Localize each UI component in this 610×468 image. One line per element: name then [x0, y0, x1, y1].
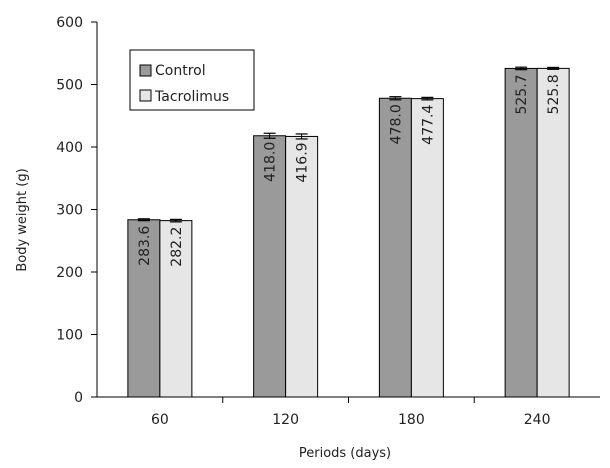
- y-tick-label: 0: [74, 390, 83, 406]
- bar-tacrolimus: [285, 135, 319, 398]
- legend: Control Tacrolimus: [129, 49, 255, 111]
- bar-value-label: 282.2: [169, 227, 185, 267]
- bar-control: [504, 67, 538, 398]
- y-tick-label: 400: [56, 140, 83, 156]
- legend-swatch-tacrolimus: [139, 89, 152, 102]
- axes: 0 100 200 300 400 500 600 60 120 180 240: [56, 15, 600, 428]
- bar-control: [253, 135, 287, 398]
- bar-value-label: 418.0: [263, 142, 279, 182]
- x-axis-title: Periods (days): [299, 446, 391, 461]
- legend-swatch-control: [139, 64, 152, 77]
- y-tick-label: 600: [56, 15, 83, 31]
- x-tick-label: 60: [151, 412, 169, 428]
- bar-value-label: 525.8: [546, 74, 562, 114]
- bars: 283.6 418.0 478.0 525.7 282.2 416.9 477.4 525.8: [127, 66, 570, 398]
- bar-value-label: 525.7: [514, 74, 530, 114]
- bar-tacrolimus: [536, 67, 570, 398]
- x-tick-label: 180: [398, 412, 425, 428]
- y-axis-title: Body weight (g): [15, 168, 30, 271]
- y-tick-label: 200: [56, 265, 83, 281]
- x-tick-label: 120: [272, 412, 299, 428]
- y-tick-label: 300: [56, 203, 83, 219]
- bar-tacrolimus: [159, 220, 193, 398]
- bar-value-label: 283.6: [137, 226, 153, 266]
- bar-value-label: 416.9: [295, 142, 311, 182]
- y-tick-label: 100: [56, 328, 83, 344]
- x-tick-label: 240: [524, 412, 551, 428]
- bar-value-label: 478.0: [388, 104, 404, 144]
- legend-label-tacrolimus: Tacrolimus: [154, 89, 229, 105]
- bar-value-label: 477.4: [420, 105, 436, 145]
- y-tick-label: 500: [56, 78, 83, 94]
- bar-control: [378, 97, 412, 398]
- legend-label-control: Control: [155, 63, 206, 79]
